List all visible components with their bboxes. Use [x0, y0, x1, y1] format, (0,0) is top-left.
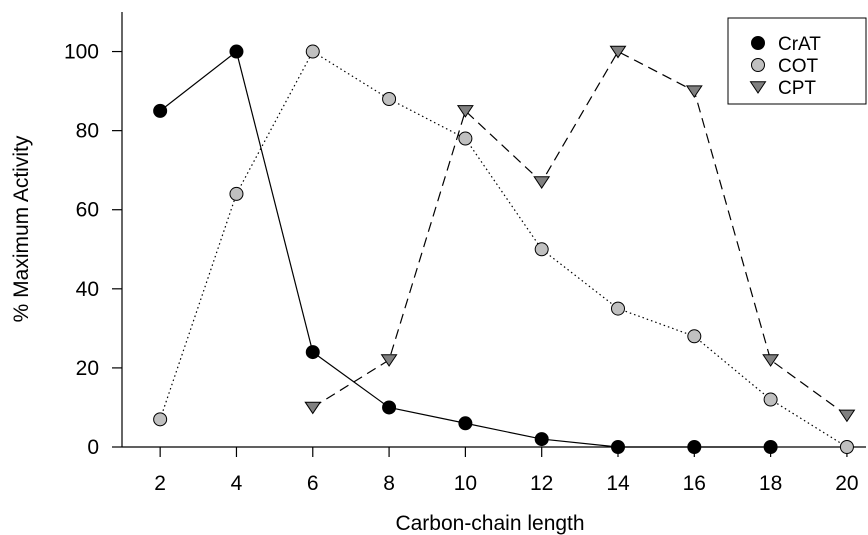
data-point-cot	[534, 242, 549, 257]
data-point-crat	[153, 103, 168, 118]
legend-marker-crat	[751, 36, 765, 50]
data-point-crat	[458, 416, 473, 431]
data-point-cot	[611, 301, 625, 316]
x-axis-label: Carbon-chain length	[395, 512, 584, 535]
y-tick-label: 40	[76, 278, 99, 301]
legend-label-crat: CrAT	[778, 34, 821, 55]
x-tick-label: 4	[231, 472, 243, 495]
data-point-cpt	[456, 105, 474, 118]
series-line-cot	[159, 50, 848, 448]
x-tick-label: 14	[606, 472, 630, 495]
data-point-cot	[153, 412, 168, 427]
data-point-cpt	[762, 354, 780, 367]
x-tick-label: 12	[530, 472, 553, 495]
y-tick-label: 20	[76, 357, 99, 380]
data-point-crat	[305, 345, 320, 360]
series-cot	[153, 44, 854, 454]
data-point-cot	[763, 392, 778, 407]
series-cpt	[304, 45, 856, 423]
legend-marker-cot	[751, 58, 765, 72]
series-crat	[153, 44, 778, 454]
legend-label-cot: COT	[778, 56, 819, 77]
x-tick-label: 18	[759, 472, 782, 495]
y-tick-label: 60	[76, 199, 99, 222]
data-point-crat	[611, 440, 625, 454]
data-point-cot	[382, 92, 397, 106]
x-tick-label: 8	[383, 472, 395, 495]
data-point-crat	[534, 432, 549, 447]
data-point-cpt	[838, 409, 856, 423]
data-point-cpt	[533, 176, 551, 189]
x-tick-label: 6	[307, 472, 319, 495]
data-point-cot	[458, 131, 473, 146]
data-point-cpt	[304, 401, 322, 415]
x-tick-label: 16	[683, 472, 706, 495]
data-point-crat	[382, 400, 397, 415]
x-tick-label: 2	[154, 472, 166, 495]
series-line-cpt	[312, 50, 848, 416]
legend-box	[727, 17, 867, 105]
y-tick-label: 100	[64, 41, 99, 64]
y-tick-label: 80	[76, 120, 99, 143]
x-tick-label: 20	[835, 472, 858, 495]
data-point-cot	[839, 440, 854, 454]
data-point-cot	[305, 44, 320, 59]
data-point-crat	[763, 440, 778, 454]
data-point-cot	[687, 329, 702, 344]
series-layer	[153, 44, 856, 454]
y-tick-label: 0	[87, 436, 99, 459]
x-axis-ticks: 2 4 6 8 10 12 14 16 18 20	[154, 447, 859, 495]
data-point-cpt	[380, 354, 398, 367]
data-point-cot	[229, 186, 244, 201]
legend-marker-cpt	[749, 81, 767, 94]
data-point-crat	[229, 44, 244, 59]
legend-label-cpt: CPT	[778, 78, 816, 99]
x-tick-label: 10	[454, 472, 477, 495]
data-point-crat	[687, 440, 702, 454]
y-axis-ticks: 0 20 40 60 80 100	[64, 41, 122, 459]
data-point-cpt	[609, 45, 627, 59]
y-axis-label: % Maximum Activity	[10, 135, 33, 322]
data-point-cpt	[685, 85, 703, 98]
